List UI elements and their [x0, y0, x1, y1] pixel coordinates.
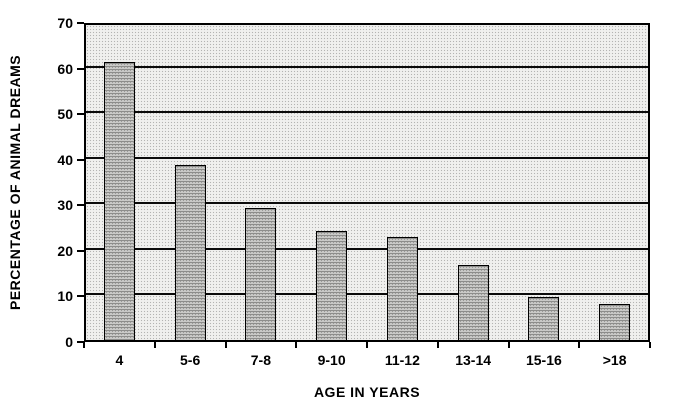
x-axis-tick	[366, 342, 368, 348]
y-tick-label: 70	[57, 15, 73, 31]
bar	[457, 265, 489, 340]
gridline	[86, 202, 648, 205]
bar	[103, 62, 135, 340]
bar	[174, 165, 206, 340]
x-axis-tick	[295, 342, 298, 348]
y-tick-label: 20	[57, 242, 73, 259]
x-axis-tick	[83, 342, 85, 348]
gridline	[86, 65, 648, 68]
x-category-label: 5-6	[180, 352, 201, 368]
x-category-label: 9-10	[317, 352, 346, 368]
gridline	[86, 293, 648, 296]
x-axis-tick	[436, 342, 439, 348]
x-category-label: 15-16	[525, 352, 562, 368]
x-axis-tick	[224, 342, 227, 348]
gridline	[86, 111, 648, 114]
y-tick-label: 50	[57, 106, 73, 123]
y-axis-tick	[77, 158, 84, 161]
x-category-label: 7-8	[250, 352, 271, 368]
x-axis-tick	[578, 342, 581, 348]
y-tick-label: 30	[57, 197, 73, 214]
y-tick-label: 60	[57, 60, 73, 77]
x-axis-tick	[649, 342, 651, 348]
y-tick-label: 10	[57, 288, 73, 305]
y-axis-title: PERCENTAGE OF ANIMAL DREAMS	[7, 54, 23, 311]
y-axis-tick	[77, 249, 84, 252]
plot-area	[84, 23, 650, 342]
y-tick-label: 0	[65, 334, 73, 350]
gridline	[86, 247, 648, 250]
x-category-label: >18	[602, 352, 627, 368]
y-axis-tick	[77, 204, 84, 207]
y-axis-tick	[77, 295, 84, 298]
bar	[386, 237, 418, 340]
y-axis-tick	[77, 22, 84, 24]
gridline	[86, 156, 648, 159]
bar	[245, 208, 277, 340]
bar	[528, 297, 560, 340]
bar	[599, 304, 631, 340]
y-axis-tick	[77, 341, 84, 343]
x-category-label: 4	[115, 352, 124, 368]
y-tick-label: 40	[57, 151, 73, 168]
y-axis-tick	[77, 113, 84, 116]
x-category-label: 13-14	[455, 352, 492, 368]
y-axis-tick	[77, 67, 84, 70]
x-axis-title: AGE IN YEARS	[313, 384, 421, 400]
x-category-label: 11-12	[384, 352, 420, 368]
x-axis-tick	[507, 342, 510, 348]
x-axis-tick	[153, 342, 156, 348]
bar	[316, 231, 348, 340]
